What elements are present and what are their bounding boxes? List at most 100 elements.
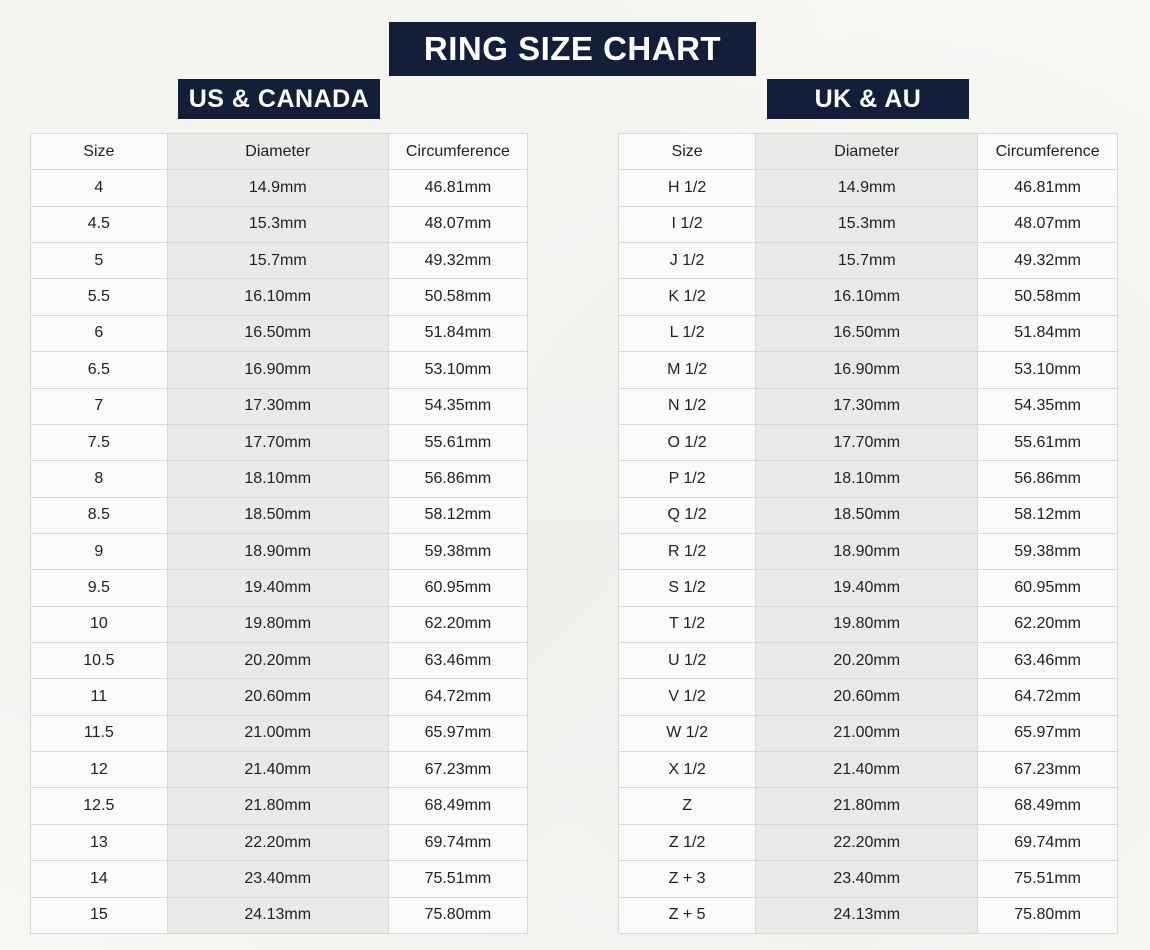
table-header-row: Size Diameter Circumference — [617, 132, 1118, 171]
circumference-cell: 51.84mm — [387, 314, 529, 353]
circumference-cell: 53.10mm — [387, 351, 529, 389]
diameter-cell: 21.00mm — [166, 714, 389, 753]
size-cell: 11 — [30, 678, 168, 716]
size-cell: 15 — [30, 896, 168, 934]
diameter-cell: 17.30mm — [755, 387, 979, 425]
table-row: 9.5 19.40mm 60.95mm — [30, 569, 529, 607]
circumference-cell: 46.81mm — [387, 169, 529, 207]
size-cell: 7 — [30, 387, 168, 425]
diameter-cell: 22.20mm — [755, 823, 979, 862]
table-row: 7.5 17.70mm 55.61mm — [30, 423, 529, 462]
diameter-cell: 17.30mm — [166, 387, 389, 425]
size-cell: O 1/2 — [617, 423, 757, 462]
table-row: Z + 3 23.40mm 75.51mm — [617, 860, 1118, 898]
column-header-circumference: Circumference — [387, 132, 529, 171]
table-row: 6.5 16.90mm 53.10mm — [30, 351, 529, 389]
circumference-cell: 59.38mm — [977, 532, 1118, 571]
table-row: 5.5 16.10mm 50.58mm — [30, 278, 529, 316]
size-cell: 14 — [30, 860, 168, 898]
diameter-cell: 24.13mm — [755, 896, 979, 934]
circumference-cell: 60.95mm — [977, 569, 1118, 607]
circumference-cell: 69.74mm — [977, 823, 1118, 862]
page-title: RING SIZE CHART — [389, 22, 756, 76]
circumference-cell: 75.51mm — [387, 860, 529, 898]
diameter-cell: 15.7mm — [755, 242, 979, 280]
size-cell: 8.5 — [30, 496, 168, 534]
size-cell: R 1/2 — [617, 532, 757, 571]
uk-au-size-table: Size Diameter Circumference H 1/2 14.9mm 46.… — [617, 132, 1118, 934]
table-row: 11 20.60mm 64.72mm — [30, 678, 529, 716]
table-row: 14 23.40mm 75.51mm — [30, 860, 529, 898]
table-row: X 1/2 21.40mm 67.23mm — [617, 751, 1118, 789]
diameter-cell: 15.3mm — [166, 205, 389, 244]
size-cell: 9.5 — [30, 569, 168, 607]
size-cell: L 1/2 — [617, 314, 757, 353]
table-row: 8 18.10mm 56.86mm — [30, 460, 529, 498]
diameter-cell: 16.10mm — [755, 278, 979, 316]
diameter-cell: 15.3mm — [755, 205, 979, 244]
size-cell: 8 — [30, 460, 168, 498]
table-row: I 1/2 15.3mm 48.07mm — [617, 205, 1118, 244]
circumference-cell: 54.35mm — [977, 387, 1118, 425]
size-cell: 5 — [30, 242, 168, 280]
diameter-cell: 20.60mm — [166, 678, 389, 716]
table-row: V 1/2 20.60mm 64.72mm — [617, 678, 1118, 716]
table-row: 5 15.7mm 49.32mm — [30, 242, 529, 280]
circumference-cell: 67.23mm — [387, 751, 529, 789]
circumference-cell: 51.84mm — [977, 314, 1118, 353]
circumference-cell: 49.32mm — [387, 242, 529, 280]
diameter-cell: 19.40mm — [755, 569, 979, 607]
us-canada-size-table: Size Diameter Circumference 4 14.9mm 46.81mm… — [30, 132, 529, 934]
table-row: 12.5 21.80mm 68.49mm — [30, 787, 529, 825]
circumference-cell: 59.38mm — [387, 532, 529, 571]
size-cell: 11.5 — [30, 714, 168, 753]
circumference-cell: 62.20mm — [387, 605, 529, 644]
diameter-cell: 16.10mm — [166, 278, 389, 316]
diameter-cell: 21.40mm — [755, 751, 979, 789]
table-header-row: Size Diameter Circumference — [30, 132, 529, 171]
table-row: 15 24.13mm 75.80mm — [30, 896, 529, 934]
size-cell: H 1/2 — [617, 169, 757, 207]
diameter-cell: 20.60mm — [755, 678, 979, 716]
table-row: Z 1/2 22.20mm 69.74mm — [617, 823, 1118, 862]
diameter-cell: 18.90mm — [755, 532, 979, 571]
table-row: S 1/2 19.40mm 60.95mm — [617, 569, 1118, 607]
size-cell: 12.5 — [30, 787, 168, 825]
table-row: Z 21.80mm 68.49mm — [617, 787, 1118, 825]
size-cell: K 1/2 — [617, 278, 757, 316]
table-row: 7 17.30mm 54.35mm — [30, 387, 529, 425]
size-cell: V 1/2 — [617, 678, 757, 716]
size-cell: M 1/2 — [617, 351, 757, 389]
circumference-cell: 68.49mm — [387, 787, 529, 825]
table-row: 13 22.20mm 69.74mm — [30, 823, 529, 862]
circumference-cell: 63.46mm — [977, 642, 1118, 680]
circumference-cell: 60.95mm — [387, 569, 529, 607]
diameter-cell: 18.10mm — [755, 460, 979, 498]
diameter-cell: 18.50mm — [166, 496, 389, 534]
size-cell: Z — [617, 787, 757, 825]
table-row: U 1/2 20.20mm 63.46mm — [617, 642, 1118, 680]
column-header-size: Size — [617, 132, 757, 171]
table-row: N 1/2 17.30mm 54.35mm — [617, 387, 1118, 425]
size-cell: 12 — [30, 751, 168, 789]
table-row: P 1/2 18.10mm 56.86mm — [617, 460, 1118, 498]
table-row: K 1/2 16.10mm 50.58mm — [617, 278, 1118, 316]
table-row: O 1/2 17.70mm 55.61mm — [617, 423, 1118, 462]
circumference-cell: 68.49mm — [977, 787, 1118, 825]
table-row: 10 19.80mm 62.20mm — [30, 605, 529, 644]
table-row: 6 16.50mm 51.84mm — [30, 314, 529, 353]
circumference-cell: 55.61mm — [387, 423, 529, 462]
size-cell: X 1/2 — [617, 751, 757, 789]
table-row: 10.5 20.20mm 63.46mm — [30, 642, 529, 680]
size-cell: Z 1/2 — [617, 823, 757, 862]
circumference-cell: 65.97mm — [387, 714, 529, 753]
size-cell: Z + 3 — [617, 860, 757, 898]
table-row: L 1/2 16.50mm 51.84mm — [617, 314, 1118, 353]
table-row: Z + 5 24.13mm 75.80mm — [617, 896, 1118, 934]
diameter-cell: 16.50mm — [755, 314, 979, 353]
column-header-diameter: Diameter — [166, 132, 389, 171]
table-row: T 1/2 19.80mm 62.20mm — [617, 605, 1118, 644]
size-cell: I 1/2 — [617, 205, 757, 244]
